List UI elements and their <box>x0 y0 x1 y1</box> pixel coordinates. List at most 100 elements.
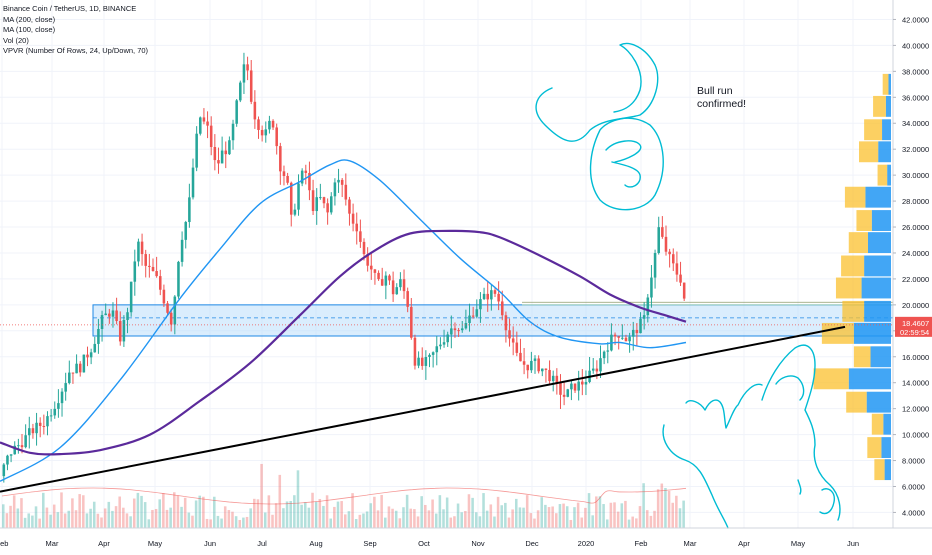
volume-bar <box>318 498 322 528</box>
candle-body <box>2 464 6 477</box>
vpvr-down-10 <box>842 300 865 322</box>
candle-body <box>486 293 489 300</box>
candle-body <box>129 281 133 313</box>
price-tick-label: 10.0000 <box>902 431 929 440</box>
candle <box>184 220 188 249</box>
candle-body <box>24 435 27 448</box>
volume-bar <box>34 506 38 528</box>
vpvr-up-10 <box>864 300 891 322</box>
vpvr-up-5 <box>865 186 891 208</box>
candle-body <box>38 422 42 426</box>
candle-body <box>268 120 271 130</box>
candle <box>264 121 268 143</box>
volume-bar <box>485 510 489 528</box>
time-tick-label: Nov <box>471 539 485 548</box>
candle <box>482 287 486 301</box>
candle <box>642 302 646 330</box>
candle <box>515 331 519 357</box>
volume-bar <box>180 506 183 528</box>
candle <box>151 258 155 272</box>
volume-bar <box>660 483 664 528</box>
candle-body <box>264 129 268 136</box>
volume-bar <box>311 492 314 528</box>
candle-body <box>602 351 606 359</box>
indicator-vpvr-label[interactable]: VPVR (Number Of Rows, 24, Up/Down, 70) <box>3 46 149 55</box>
candle-body <box>340 179 344 185</box>
volume-bar <box>551 506 554 528</box>
candle <box>377 270 380 281</box>
price-tick-label: 42.0000 <box>902 15 929 24</box>
candle <box>235 99 238 127</box>
freehand-stroke-2 <box>605 140 642 163</box>
volume-bar <box>260 463 263 528</box>
candle-body <box>89 352 93 358</box>
candle-body <box>224 150 228 155</box>
candle <box>439 337 442 350</box>
candle <box>544 368 548 383</box>
candle <box>300 168 304 187</box>
candle <box>584 370 588 396</box>
candle <box>188 183 191 228</box>
candle-body <box>537 358 540 372</box>
ma100-line <box>0 159 687 482</box>
candle <box>446 331 449 347</box>
indicator-volume-label[interactable]: Vol (20) <box>3 35 29 45</box>
candle <box>75 354 78 374</box>
volume-bar <box>114 506 118 528</box>
volume-bar <box>16 508 20 528</box>
candle <box>195 126 198 172</box>
candle-body <box>93 343 97 353</box>
candle-body <box>410 306 413 338</box>
volume-bar <box>78 494 81 528</box>
volume-bar <box>682 500 685 528</box>
price-tick-label: 12.0000 <box>902 405 929 414</box>
candle <box>118 311 122 346</box>
candle-body <box>406 291 409 307</box>
candle-body <box>64 383 67 392</box>
candle <box>177 260 180 299</box>
volume-bar <box>496 496 500 528</box>
volume-bar <box>216 515 220 528</box>
vpvr-down-12 <box>853 346 871 368</box>
symbol-title[interactable]: Binance Coin / TetherUS, 1D, BINANCE <box>3 4 137 13</box>
volume-bar <box>515 498 518 528</box>
candle <box>402 269 406 299</box>
candle <box>522 347 526 375</box>
indicator-ma200-label[interactable]: MA (200, close) <box>3 14 56 24</box>
candle <box>68 360 71 385</box>
volume-bar <box>391 508 394 528</box>
volume-bar <box>296 470 300 528</box>
volume-bar <box>194 500 198 528</box>
candle <box>191 158 195 200</box>
candle <box>144 249 147 278</box>
volume-bar <box>322 505 325 528</box>
volume-bar <box>245 516 249 528</box>
time-tick-label: Apr <box>738 539 750 548</box>
candle <box>224 141 228 169</box>
candle-body <box>370 265 373 270</box>
time-tick-label: Mar <box>46 539 59 548</box>
candle-body <box>417 357 420 366</box>
price-tick-label: 30.0000 <box>902 171 929 180</box>
volume-bar <box>9 505 12 528</box>
indicator-ma100-label[interactable]: MA (100, close) <box>3 25 56 34</box>
candle-body <box>260 129 264 136</box>
candle-body <box>388 275 391 281</box>
candle <box>479 292 482 323</box>
candle-body <box>53 408 57 416</box>
candle <box>511 326 515 356</box>
candle <box>111 302 115 328</box>
candle-body <box>541 368 544 372</box>
volume-bar <box>522 507 525 528</box>
volume-bar <box>424 504 427 528</box>
volume-bar <box>507 517 511 528</box>
candle-body <box>180 239 184 262</box>
bull-drawing <box>535 42 841 529</box>
volume-bar <box>198 495 202 528</box>
volume-bar <box>613 502 616 528</box>
volume-bar <box>191 515 194 528</box>
candle-body <box>351 213 355 224</box>
volume-bar <box>63 513 67 528</box>
volume-bar <box>183 497 187 528</box>
